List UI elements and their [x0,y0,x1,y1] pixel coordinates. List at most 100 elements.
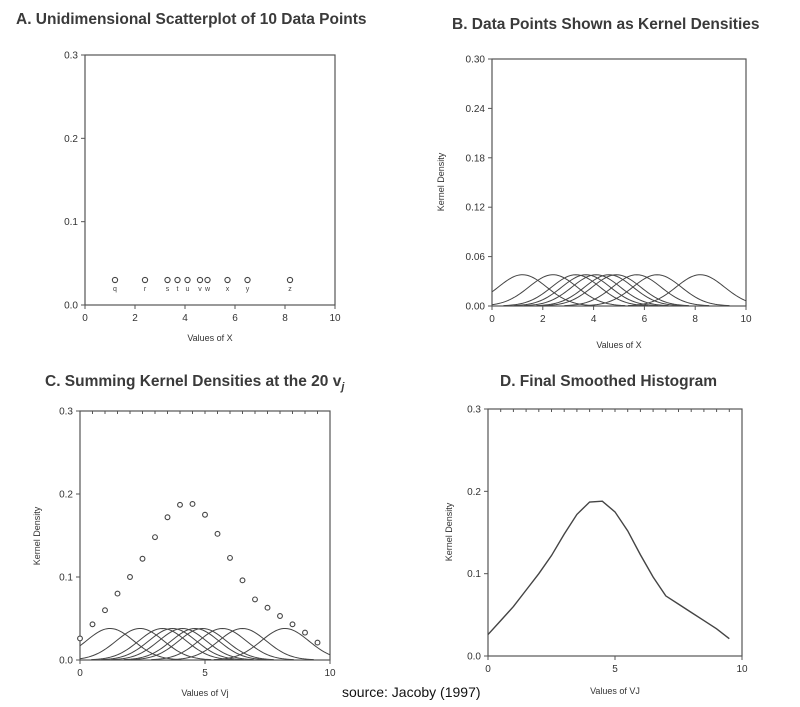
summed-density-point [102,607,108,614]
data-point [196,276,204,284]
data-point-label: t [177,286,179,293]
panel-c-summed-points [77,501,321,646]
kernel-curve [503,274,649,307]
y-tick-label: 0.18 [466,153,486,164]
y-tick-label: 0.1 [59,573,73,584]
y-tick-label: 0.00 [466,302,486,313]
y-tick-label: 0.30 [466,55,486,66]
panel-b-kernel-curves [491,274,747,307]
panel-b-x-tick-labels: 0 2 4 6 8 10 [489,314,752,325]
summed-density-point [77,635,83,642]
smoothed-density-line [487,500,730,640]
panel-b-ticks [488,58,747,310]
data-point [184,276,191,284]
data-point-label: x [226,286,230,293]
kernel-curve [491,274,595,307]
x-tick-label: 10 [324,668,336,679]
y-tick-label: 0.0 [467,652,481,663]
panel-a-ticks [81,54,336,309]
x-tick-label: 0 [82,313,88,324]
panel-d-x-tick-labels: 0 5 10 [485,664,748,675]
summed-density-point [202,511,208,518]
panel-b-kernel-densities: B. Data Points Shown as Kernel Densities… [436,16,760,350]
summed-density-point [89,621,96,628]
x-tick-label: 8 [692,314,698,325]
panel-b-frame [491,58,747,307]
y-tick-label: 0.0 [64,301,78,312]
x-tick-label: 4 [182,313,188,324]
panel-c-title: C. Summing Kernel Densities at the 20 vj [45,373,345,393]
x-tick-label: 8 [282,313,288,324]
x-tick-label: 2 [540,314,546,325]
data-point [286,276,294,284]
x-tick-label: 5 [202,668,208,679]
kernel-curve [627,274,747,307]
kernel-curve [111,627,254,661]
summed-density-point [189,501,196,507]
panel-a-x-tick-labels: 0 2 4 6 8 10 [82,313,341,324]
summed-density-point [277,613,283,619]
data-point-label: s [166,286,170,293]
kernel-curve [544,274,689,307]
kernel-curve [151,627,294,661]
kernel-curve [101,627,244,661]
data-point-label: u [186,286,190,293]
panel-c-y-axis-label: Kernel Density [32,506,42,565]
kernel-curve [123,627,267,661]
summed-density-point [164,514,171,521]
data-point [164,276,171,284]
data-point-label: v [198,286,202,293]
x-tick-label: 0 [489,314,495,325]
kernel-curve [79,627,212,661]
data-point-label: w [204,286,211,293]
panel-d-smoothed-histogram: D. Final Smoothed Histogram 0 5 10 0.00.10… [444,373,748,696]
x-tick-label: 10 [329,313,341,324]
kernel-curve [131,627,274,661]
kernel-curve [536,274,682,307]
panel-a-scatterplot: A. Unidimensional Scatterplot of 10 Data… [16,11,367,343]
panel-d-line-group [487,500,730,640]
kernel-curve [584,274,730,307]
source-note: source: Jacoby (1997) [342,684,481,700]
panel-c-y-tick-labels: 0.0 0.1 0.2 0.3 [59,407,73,667]
y-tick-label: 0.12 [466,203,486,214]
kernel-curve [491,274,626,307]
summed-density-point [252,596,258,603]
panel-d-y-axis-label: Kernel Density [444,502,454,561]
summed-density-point [177,501,183,508]
panel-a-x-axis-label: Values of X [187,333,232,343]
kernel-curve [523,274,669,307]
summed-density-point [114,590,121,597]
x-tick-label: 6 [642,314,648,325]
panel-c-summed-densities: C. Summing Kernel Densities at the 20 vj… [32,373,345,698]
data-point [111,276,119,284]
x-tick-label: 0 [77,668,83,679]
panel-b-title: B. Data Points Shown as Kernel Densities [452,16,760,33]
panel-d-frame [487,408,743,657]
data-point [204,276,211,284]
data-point-label: z [288,286,292,293]
kernel-curve [513,274,659,307]
y-tick-label: 0.24 [466,104,486,115]
y-tick-label: 0.3 [59,407,73,418]
y-tick-label: 0.2 [64,134,78,145]
summed-density-point [152,534,158,541]
data-point-label: y [246,286,250,293]
y-tick-label: 0.0 [59,656,73,667]
panel-b-x-axis-label: Values of X [596,340,641,350]
y-tick-label: 0.2 [59,490,73,501]
panel-b-y-axis-label: Kernel Density [436,152,446,211]
summed-density-point [302,629,308,636]
panel-c-ticks [76,410,331,664]
panel-a-frame [84,54,336,306]
x-tick-label: 10 [740,314,752,325]
panel-a-y-tick-labels: 0.0 0.1 0.2 0.3 [64,51,78,312]
summed-density-point [127,574,133,580]
y-tick-label: 0.1 [64,217,78,228]
x-tick-label: 10 [736,664,748,675]
kernel-curve [91,627,234,661]
summed-density-point [139,555,146,562]
kernel-curve [213,627,331,661]
